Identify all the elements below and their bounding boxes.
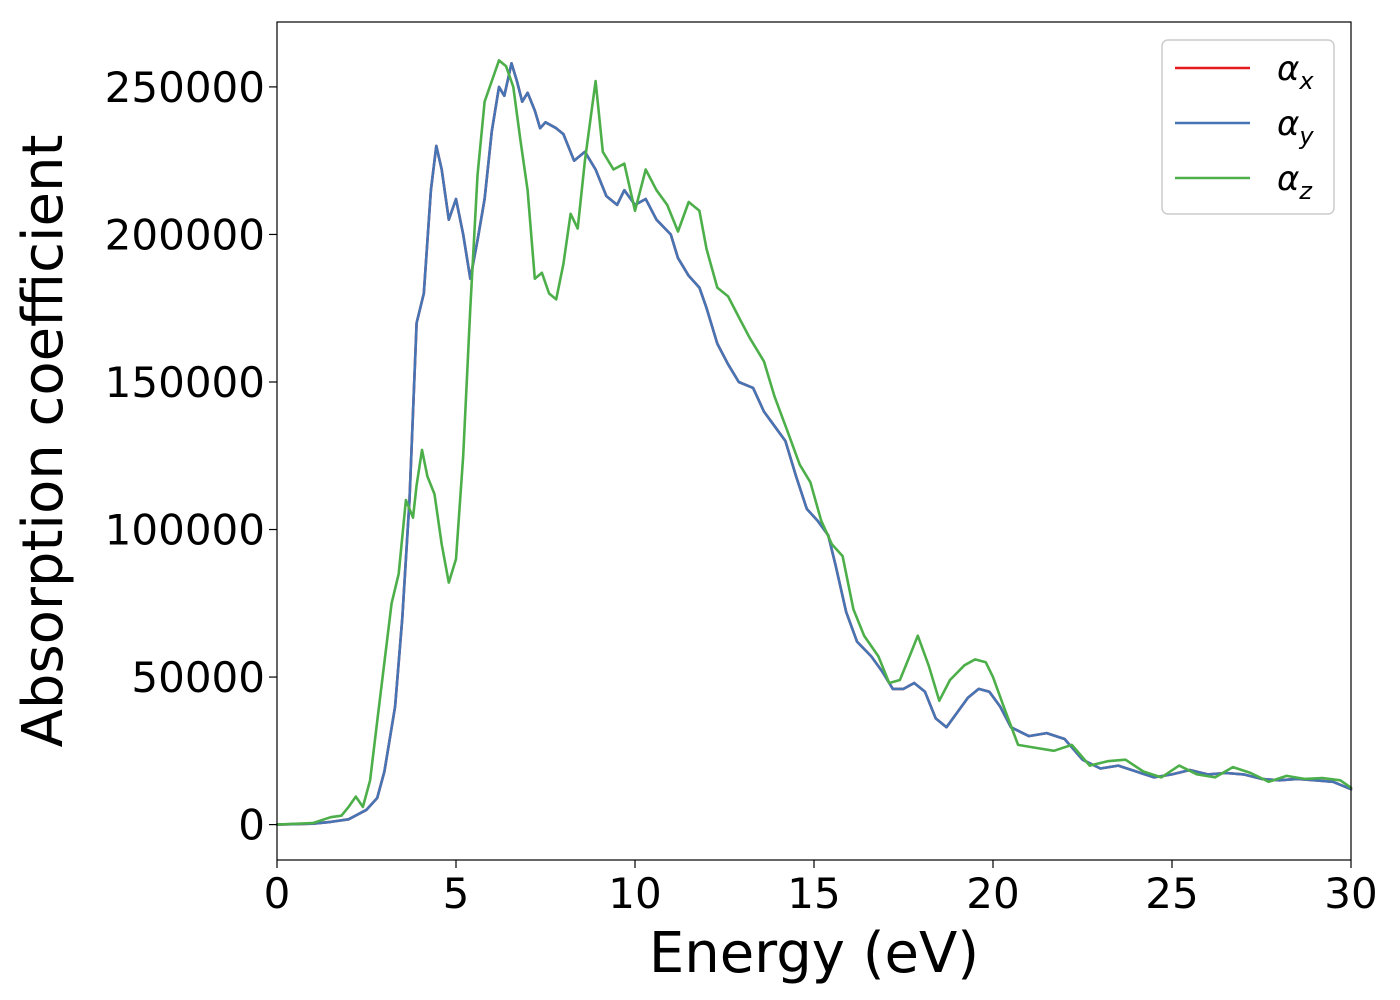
y-tick-label: 200000: [105, 210, 265, 259]
legend-label-main: α: [1277, 49, 1299, 89]
series-layer: [275, 59, 1353, 826]
series-line-3: [275, 59, 1353, 826]
y-axis-title: Absorption coefficient: [11, 135, 76, 748]
legend-label-main: α: [1277, 104, 1299, 144]
y-tick-label: 50000: [131, 653, 265, 702]
x-tick-label: 15: [787, 869, 840, 918]
x-tick-label: 5: [443, 869, 470, 918]
x-tick-label: 10: [608, 869, 661, 918]
series-line-2: [275, 62, 1353, 826]
x-axis: 0 5 10 15 20 25 30: [264, 860, 1378, 918]
x-tick-label: 30: [1324, 869, 1377, 918]
x-tick-label: 25: [1145, 869, 1198, 918]
y-tick-label: 150000: [105, 358, 265, 407]
x-tick-label: 20: [966, 869, 1019, 918]
y-tick-label: 250000: [105, 63, 265, 112]
x-axis-title: Energy (eV): [649, 921, 979, 986]
legend-label-1: αx: [1277, 49, 1314, 95]
y-tick-label: 0: [238, 801, 265, 850]
legend-label-subscript: y: [1298, 122, 1314, 150]
x-tick-label: 0: [264, 869, 291, 918]
legend-label-main: α: [1277, 159, 1299, 199]
legend-label-subscript: x: [1298, 67, 1314, 95]
legend-label-2: αy: [1277, 104, 1314, 150]
legend-box: [1161, 39, 1335, 215]
legend-label-subscript: z: [1298, 177, 1313, 205]
legend-label-3: αz: [1277, 159, 1313, 205]
y-tick-label: 100000: [105, 506, 265, 555]
y-axis: 0 50000 100000 150000 200000 250000: [105, 63, 277, 850]
